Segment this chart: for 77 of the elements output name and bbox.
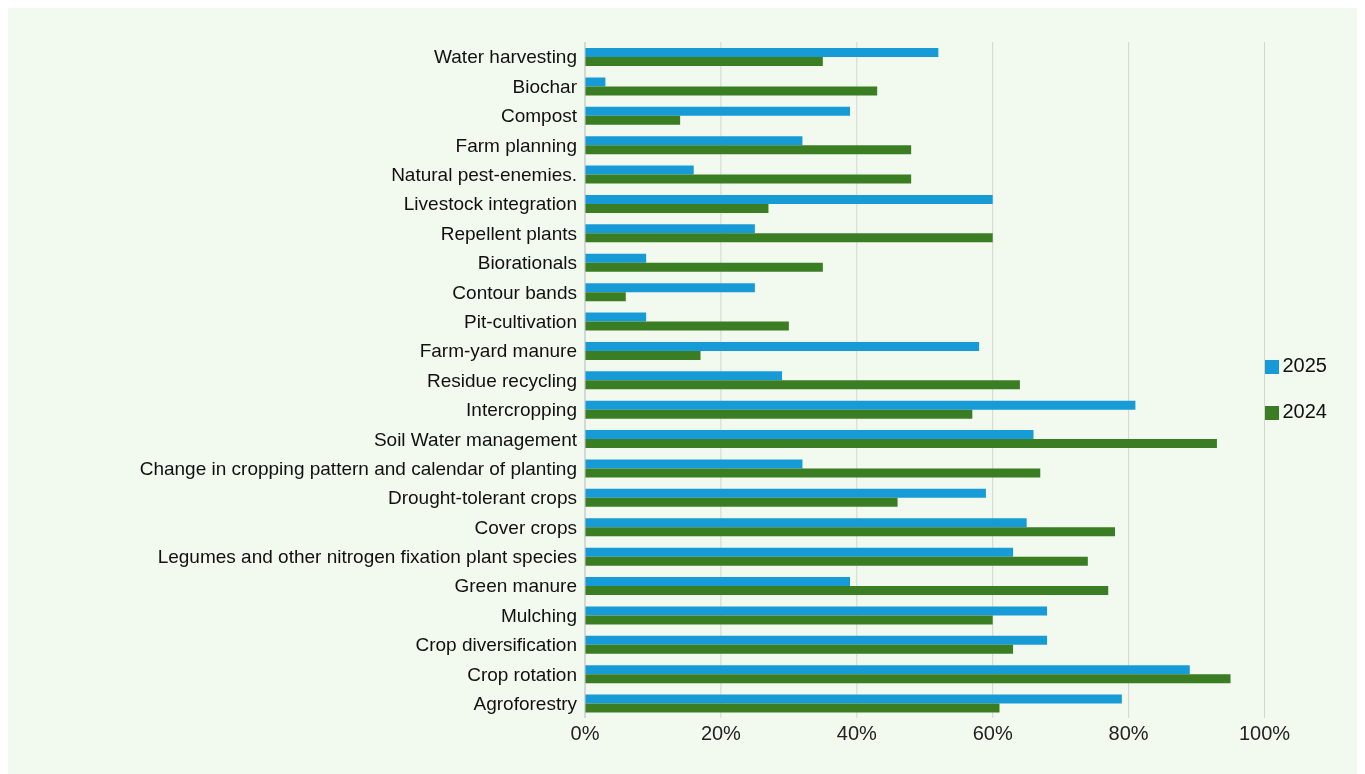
bar (585, 165, 694, 175)
bar (585, 194, 993, 204)
bar (585, 439, 1217, 449)
y-tick-label: Green manure (454, 575, 577, 597)
bar (585, 253, 647, 263)
x-tick-label: 20% (700, 722, 742, 745)
bar (585, 350, 701, 360)
bar (585, 497, 898, 507)
legend-label: 2024 (1282, 400, 1327, 422)
x-tick-label: 60% (972, 722, 1013, 745)
bar (585, 341, 980, 351)
y-tick-label: Intercropping (466, 399, 577, 421)
bar (585, 527, 1116, 537)
bar (585, 136, 803, 146)
bar (585, 577, 851, 587)
y-tick-label: Natural pest-enemies. (391, 164, 577, 186)
y-tick-label: Drought-tolerant crops (387, 487, 577, 509)
bar (585, 203, 769, 213)
bar (585, 57, 823, 66)
legend-label: 2025 (1282, 354, 1327, 376)
bar (585, 380, 1020, 390)
y-tick-label: Mulching (500, 604, 577, 626)
bar (585, 409, 973, 419)
bar (585, 459, 803, 469)
y-tick-label: Cover crops (474, 516, 577, 538)
bar (585, 547, 1014, 557)
y-tick-label: Farm-yard manure (419, 340, 577, 362)
bar (585, 292, 626, 302)
bar (585, 262, 823, 272)
bar (585, 283, 755, 293)
bar (585, 635, 1048, 645)
y-tick-label: Repellent plants (440, 222, 577, 244)
bar (585, 556, 1088, 566)
bar (585, 694, 1122, 704)
y-tick-label: Biochar (512, 75, 578, 97)
y-tick-label: Legumes and other nitrogen fixation plant species (157, 546, 577, 568)
bar (585, 606, 1048, 616)
y-tick-label: Contour bands (452, 281, 577, 303)
bar (585, 665, 1190, 675)
bar (585, 86, 878, 96)
x-tick-label: 100% (1238, 722, 1291, 745)
y-tick-label: Compost (500, 105, 578, 127)
bar (585, 674, 1231, 684)
y-tick-label: Change in cropping pattern and calendar of planting (139, 457, 577, 479)
bar (585, 48, 939, 57)
bar (585, 488, 986, 498)
bar (585, 145, 912, 155)
y-tick-label: Crop rotation (467, 663, 577, 685)
bar (585, 321, 789, 331)
y-tick-label: Crop diversification (415, 634, 577, 656)
bar (585, 224, 755, 234)
y-tick-label: Agroforestry (473, 693, 578, 715)
x-tick-label: 40% (836, 722, 878, 745)
y-tick-label: Soil Water management (373, 428, 578, 450)
bar (585, 586, 1109, 596)
bar (585, 703, 1000, 713)
x-tick-label: 0% (570, 722, 600, 745)
y-tick-label: Livestock integration (403, 193, 577, 215)
bar (585, 106, 851, 116)
bar (585, 400, 1136, 410)
bar (585, 77, 606, 87)
bar (585, 174, 912, 184)
bar (585, 430, 1034, 440)
y-tick-label: Residue recycling (427, 369, 577, 391)
bar (585, 371, 783, 381)
bar (585, 468, 1041, 478)
bar (585, 644, 1014, 654)
bar (585, 312, 647, 322)
y-tick-label: Biorationals (477, 252, 577, 274)
bar (585, 518, 1027, 528)
bar (585, 233, 993, 243)
y-tick-label: Water harvesting (434, 46, 577, 68)
y-tick-label: Farm planning (455, 134, 577, 156)
y-tick-label: Pit-cultivation (464, 310, 577, 332)
bar (585, 115, 681, 125)
bar (585, 615, 993, 625)
x-tick-label: 80% (1108, 722, 1149, 745)
